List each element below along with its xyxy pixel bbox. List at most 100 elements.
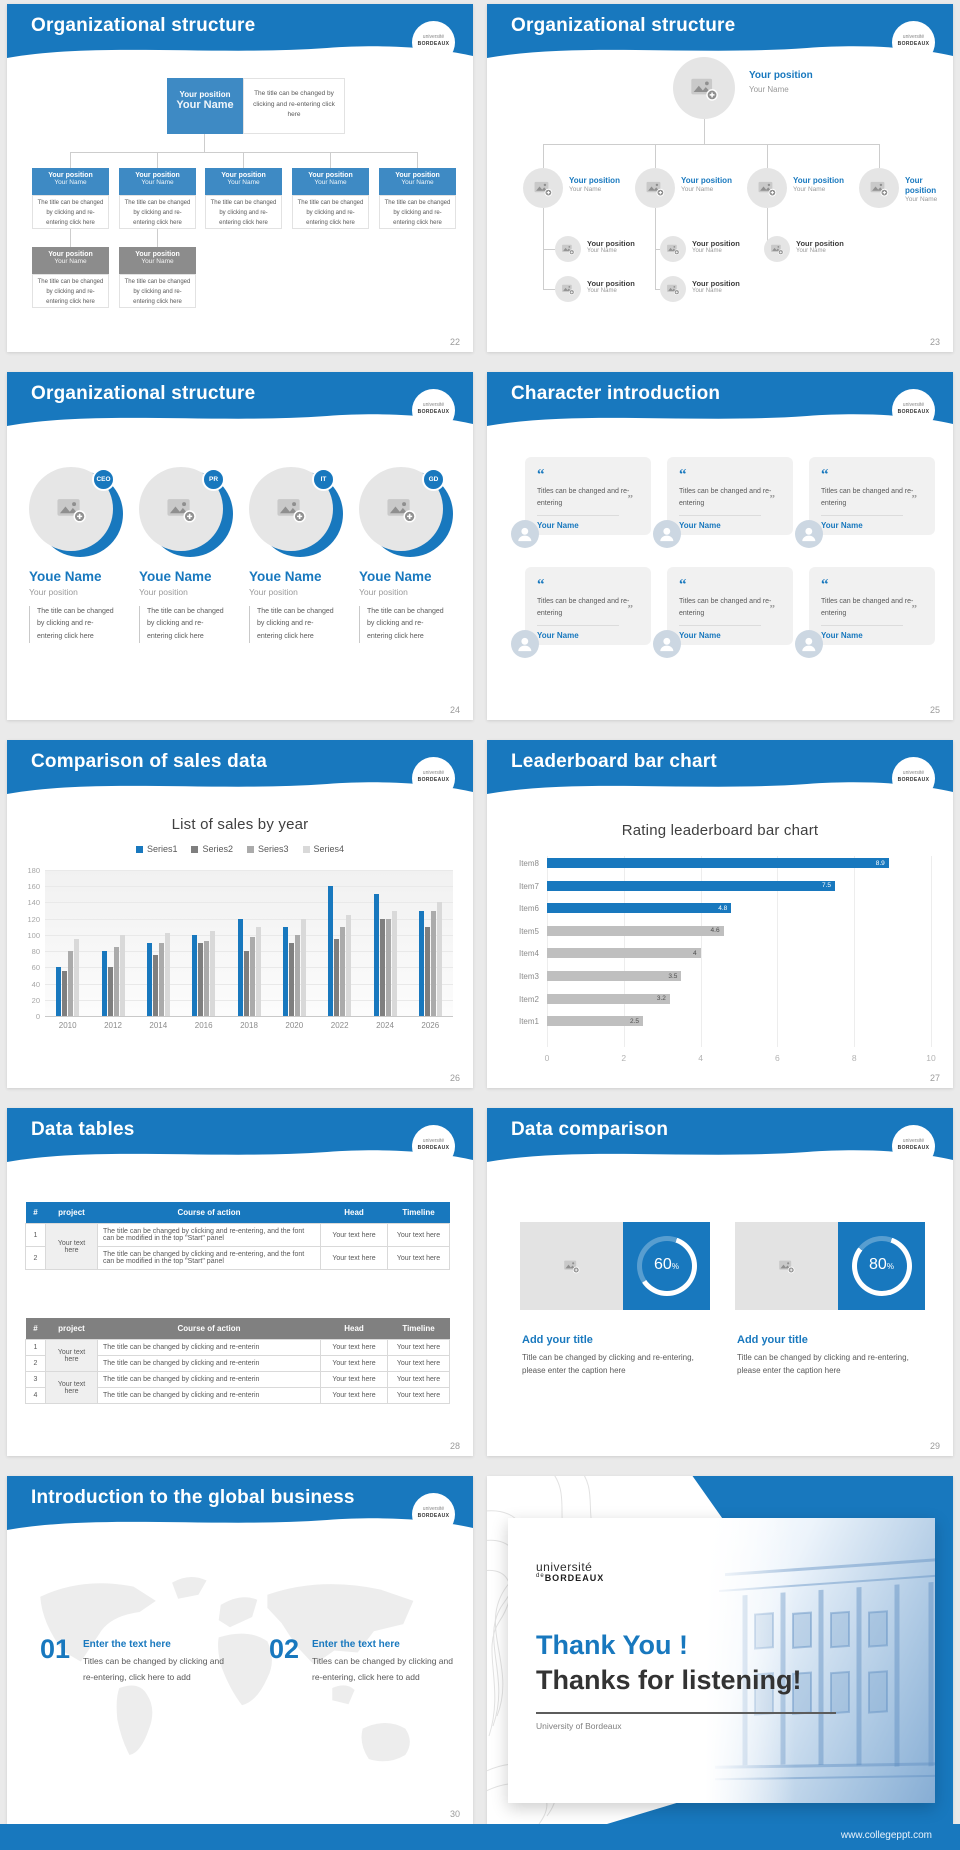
website-url[interactable]: www.collegeppt.com — [840, 1830, 932, 1841]
y-axis-tick: 20 — [31, 995, 40, 1005]
bar — [210, 930, 216, 1016]
person-icon — [660, 528, 674, 542]
data-table-blue: # project Course of action Head Timeline 1… — [25, 1202, 450, 1270]
site-footer-bar: www.collegeppt.com — [0, 1824, 960, 1850]
y-axis-label: Item2 — [518, 994, 539, 1004]
x-axis-tick: 2 — [621, 1052, 627, 1063]
bar — [391, 910, 397, 1016]
org-node-box: Your position Your Name — [292, 168, 369, 195]
slide-25[interactable]: Character introduction université BORDEAU… — [487, 372, 953, 720]
bar: 3.5 — [547, 971, 682, 981]
bar-value-label: 3.5 — [668, 972, 678, 980]
header-wave — [7, 46, 473, 68]
image-placeholder-icon — [758, 181, 777, 197]
slide-24[interactable]: Organizational structure université BORDE… — [7, 372, 473, 720]
page-number: 28 — [449, 1441, 460, 1451]
quote-card: “ Titles can be changed and re-entering”… — [525, 457, 651, 535]
comparison-card: 80% — [735, 1222, 925, 1310]
page-number: 26 — [449, 1073, 460, 1083]
slide-header: Leaderboard bar chart université BORDEAUX — [487, 740, 953, 804]
slide-28[interactable]: Data tables université BORDEAUX # project … — [7, 1108, 473, 1456]
university-logo: université BORDEAUX — [892, 389, 935, 432]
org-node-box-gray: Your position Your Name — [32, 247, 109, 274]
bar — [204, 941, 210, 1016]
slide-30[interactable]: Introduction to the global business univ… — [7, 1476, 473, 1824]
bar — [146, 943, 152, 1016]
slide-31-thank-you[interactable]: université deBORDEAUX Thank You ! Thanks… — [487, 1476, 953, 1824]
org-photo-root — [673, 57, 735, 119]
card-caption: Title can be changed by clicking and re-… — [522, 1353, 694, 1375]
card-title: Add your title — [522, 1334, 593, 1346]
x-axis-tick: 2024 — [376, 1021, 394, 1030]
gridline — [45, 967, 453, 969]
item-text: Titles can be changed by clicking and re… — [83, 1656, 224, 1683]
x-axis-tick: 6 — [775, 1052, 780, 1063]
gridline — [777, 856, 779, 1047]
org-photo-node — [635, 168, 675, 208]
bar — [282, 926, 288, 1016]
slide-27[interactable]: Leaderboard bar chart université BORDEAUX… — [487, 740, 953, 1088]
thank-you-text: Thank You ! — [536, 1630, 689, 1660]
legend-swatch — [191, 845, 199, 853]
header-wave — [487, 414, 953, 436]
image-placeholder-icon — [646, 181, 665, 197]
person-icon — [802, 528, 816, 542]
x-axis-tick: 2020 — [285, 1021, 304, 1030]
slide-23[interactable]: Organizational structure université BORDE… — [487, 4, 953, 352]
bar — [237, 918, 243, 1016]
bar: 7.5 — [547, 880, 835, 891]
bar — [243, 951, 249, 1016]
item-number: 01 — [40, 1634, 71, 1664]
gridline — [45, 983, 453, 985]
chart-title: List of sales by year — [171, 816, 309, 833]
bar — [164, 933, 170, 1016]
y-axis-tick: 180 — [27, 866, 40, 875]
sales-bar-chart: 0 20 40 60 80 100 120 140 160 180 2010 2012 2014 2016… — [17, 864, 465, 1044]
image-placeholder-icon — [771, 244, 784, 255]
slide-29[interactable]: Data comparison université BORDEAUX 60% — [487, 1108, 953, 1456]
item-number: 02 — [269, 1634, 300, 1664]
slide-22[interactable]: Organizational structure université BORD… — [7, 4, 473, 352]
bar: 4.6 — [547, 925, 724, 936]
bar — [249, 936, 255, 1016]
y-axis-label: Item6 — [518, 904, 539, 914]
bar — [56, 967, 62, 1016]
gridline — [45, 918, 453, 920]
page-number: 24 — [449, 705, 460, 715]
header-wave — [7, 1150, 473, 1172]
table-row: 3 Your text here The title can be change… — [25, 1371, 450, 1404]
image-placeholder-icon — [167, 499, 196, 523]
person-icon — [518, 528, 532, 542]
university-logo: université BORDEAUX — [412, 1493, 455, 1536]
y-axis-label: Item3 — [518, 972, 539, 981]
slide-header: Data comparison université BORDEAUX — [487, 1108, 953, 1172]
role-badge: CEO — [92, 468, 115, 491]
bar-value-label: 4 — [692, 949, 697, 957]
slide-title: Introduction to the global business — [31, 1487, 355, 1508]
slide-title: Leaderboard bar chart — [511, 751, 717, 772]
university-logo: université BORDEAUX — [892, 21, 935, 64]
slide-26[interactable]: Comparison of sales data université BORDE… — [7, 740, 473, 1088]
org-node-box-gray: Your position Your Name — [119, 247, 196, 274]
y-axis-tick: 60 — [31, 963, 40, 973]
page-number: 27 — [929, 1073, 940, 1083]
org-photo-subnode — [764, 236, 790, 262]
image-placeholder-icon — [277, 499, 306, 523]
data-table-gray: # project Course of action Head Timeline 1… — [25, 1318, 450, 1404]
bar — [62, 971, 68, 1016]
image-placeholder-icon — [57, 499, 86, 523]
slide-header: Introduction to the global business univ… — [7, 1476, 473, 1540]
bar-value-label: 2.5 — [629, 1017, 639, 1025]
x-axis-tick: 2010 — [58, 1021, 77, 1030]
bar — [436, 902, 442, 1016]
gridline — [45, 999, 453, 1001]
close-quote-icon: ” — [627, 492, 634, 505]
bar — [255, 926, 261, 1016]
bar: 2.5 — [547, 1016, 643, 1027]
bar — [430, 910, 436, 1016]
page-number: 23 — [929, 337, 940, 347]
legend-swatch — [135, 845, 143, 853]
card-title: Add your title — [737, 1334, 808, 1346]
chart-legend: Series1 Series2 Series3 Series4 — [7, 844, 473, 854]
slide-title: Organizational structure — [511, 15, 736, 36]
